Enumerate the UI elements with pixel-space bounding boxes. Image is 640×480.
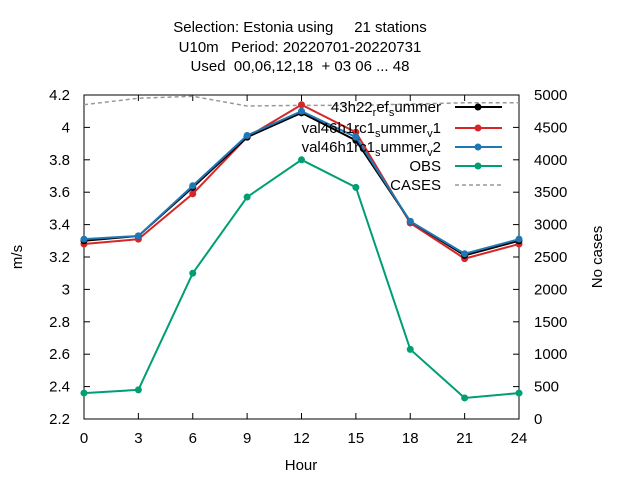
legend-text-part: v — [427, 128, 433, 140]
y-tick-label: 3.4 — [49, 217, 70, 234]
legend-text-part: val46h1rc1 — [302, 139, 375, 156]
x-tick-label: 12 — [293, 430, 310, 447]
legend-text-part: v — [427, 147, 433, 159]
legend: 43h22refsummerval46h1rc1summerv1val46h1r… — [302, 99, 502, 194]
y2-tick-label: 4500 — [534, 119, 567, 136]
series-layer — [80, 95, 523, 402]
data-point — [243, 132, 251, 139]
y2-tick-label: 3500 — [534, 184, 567, 201]
y2-tick-label: 500 — [534, 379, 559, 396]
legend-text-part: ef — [376, 99, 389, 116]
legend-text-part: ummer — [394, 99, 441, 116]
y-tick-label: 4 — [62, 119, 70, 136]
y-tick-label: 3 — [62, 281, 70, 298]
legend-text-part: 43h22 — [331, 99, 373, 116]
title-line-1: Selection: Estonia using 21 stations — [173, 19, 426, 36]
legend-text-part: s — [389, 107, 395, 119]
data-point — [515, 389, 523, 397]
data-point — [189, 190, 197, 198]
data-point — [515, 235, 523, 243]
x-tick-label: 6 — [189, 430, 197, 447]
x-tick-label: 9 — [243, 430, 251, 447]
x-tick-label: 21 — [456, 430, 473, 447]
title-line-2: U10m Period: 20220701-20220731 — [179, 39, 422, 56]
legend-text-part: CASES — [390, 177, 441, 194]
x-axis: 0 3 6 9 12 15 18 21 24 — [80, 95, 528, 447]
x-axis-label: Hour — [285, 457, 318, 474]
x-tick-label: 15 — [348, 430, 365, 447]
data-point — [406, 217, 414, 225]
x-tick-label: 24 — [511, 430, 528, 447]
y-tick-label: 2.4 — [49, 379, 70, 396]
data-point — [298, 107, 305, 115]
data-point — [134, 232, 142, 240]
legend-text-part: OBS — [409, 158, 441, 175]
data-point — [189, 269, 197, 277]
legend-text-part: val46h1rc1 — [302, 120, 375, 137]
y-tick-label: 3.8 — [49, 152, 70, 169]
y2-tick-label: 2500 — [534, 249, 567, 266]
legend-marker — [474, 162, 482, 170]
data-point — [298, 101, 305, 109]
title-line-3: Used 00,06,12,18 + 03 06 ... 48 — [191, 58, 410, 75]
y-tick-label: 2.2 — [49, 411, 70, 428]
data-point — [298, 156, 305, 164]
legend-marker — [474, 124, 482, 132]
data-point — [243, 193, 251, 201]
legend-text-part: s — [375, 147, 381, 159]
series-line — [83, 158, 520, 399]
legend-text-part: r — [373, 107, 377, 119]
data-point — [352, 183, 360, 191]
series-3 — [80, 156, 523, 402]
data-point — [80, 389, 88, 397]
legend-label: CASES — [390, 177, 441, 194]
series-2 — [80, 107, 523, 258]
y2-axis-label: No cases — [589, 226, 606, 289]
legend-label: val46h1rc1summerv1 — [302, 120, 441, 140]
legend-marker — [474, 103, 482, 111]
legend-text-part: ummer — [380, 120, 427, 137]
legend-label: 43h22refsummer — [331, 99, 441, 119]
legend-text-part: ummer — [380, 139, 427, 156]
data-point — [461, 250, 469, 258]
y-tick-label: 4.2 — [49, 87, 70, 104]
data-point — [80, 235, 88, 243]
legend-label: OBS — [409, 158, 441, 175]
y2-tick-label: 1000 — [534, 346, 567, 363]
x-tick-label: 3 — [134, 430, 142, 447]
y2-tick-label: 3000 — [534, 217, 567, 234]
y-tick-label: 2.8 — [49, 314, 70, 331]
y-tick-label: 2.6 — [49, 346, 70, 363]
y-tick-label: 3.2 — [49, 249, 70, 266]
legend-marker — [474, 143, 482, 151]
data-point — [352, 133, 360, 141]
data-point — [134, 386, 142, 394]
y2-tick-label: 1500 — [534, 314, 567, 331]
y-axis-label: m/s — [9, 245, 26, 269]
chart-title: Selection: Estonia using 21 stations U10… — [173, 19, 426, 75]
y2-tick-label: 2000 — [534, 281, 567, 298]
y2-tick-label: 0 — [534, 411, 542, 428]
y2-axis: 0 500 1000 1500 2000 2500 3000 3500 4000 4500 5000 — [513, 87, 567, 428]
y2-tick-label: 5000 — [534, 87, 567, 104]
data-point — [189, 182, 197, 190]
data-point — [461, 394, 469, 402]
x-tick-label: 0 — [80, 430, 88, 447]
y-axis: 2.2 2.4 2.6 2.8 3 3.2 3.4 3.6 3.8 4 4.2 — [49, 87, 90, 428]
data-point — [352, 128, 360, 136]
legend-label: val46h1rc1summerv2 — [302, 139, 441, 159]
y-tick-label: 3.6 — [49, 184, 70, 201]
y2-tick-label: 4000 — [534, 152, 567, 169]
x-tick-label: 18 — [402, 430, 419, 447]
data-point — [406, 345, 414, 353]
legend-text-part: 2 — [433, 139, 441, 156]
legend-text-part: s — [375, 128, 381, 140]
legend-text-part: 1 — [433, 120, 441, 137]
